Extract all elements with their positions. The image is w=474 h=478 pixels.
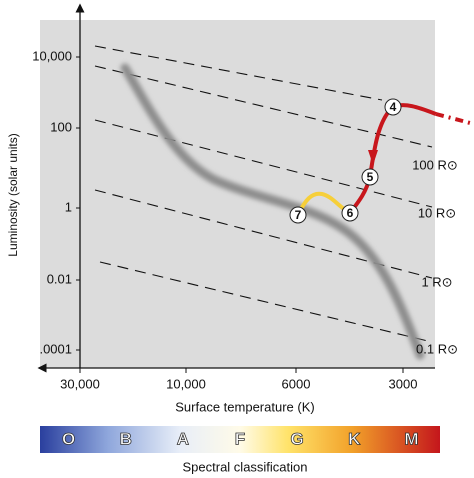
x-tick-label: 10,000 [166, 376, 206, 391]
track-extension [435, 112, 474, 126]
spectral-class: M [404, 429, 418, 448]
y-tick-label: 0.01 [47, 271, 72, 286]
stage-marker [289, 206, 307, 224]
stage-marker [341, 204, 359, 222]
stage-label: 6 [347, 206, 354, 220]
main-sequence [120, 63, 425, 360]
track-red [348, 103, 437, 215]
x-tick-label: 30,000 [60, 376, 100, 391]
x-tick-label: 6000 [282, 376, 311, 391]
y-tick-label: 100 [50, 119, 72, 134]
spectral-class: A [177, 429, 189, 448]
stage-label: 4 [390, 100, 397, 114]
spectral-class: B [120, 429, 132, 448]
radius-label: 100 R⊙ [412, 157, 458, 172]
spectral-class: G [291, 429, 304, 448]
y-tick-label: 1 [65, 199, 72, 214]
radius-label: 0.1 R⊙ [416, 341, 458, 356]
radius-label: 10 R⊙ [418, 205, 456, 220]
spectral-class: K [348, 429, 361, 448]
stage-label: 5 [367, 170, 374, 184]
spectral-class: F [235, 429, 245, 448]
stage-marker [384, 98, 402, 116]
plot-area [40, 20, 435, 368]
stage-label: 7 [295, 208, 302, 222]
stage-marker [361, 168, 379, 186]
radius-label: 1 R⊙ [421, 274, 452, 289]
y-tick-label: 10,000 [32, 48, 72, 63]
x-tick-label: 3000 [389, 376, 418, 391]
y-tick-label: .0001 [39, 341, 72, 356]
labels: 10,000 100 1 0.01 .0001 30,000 10,000 6000 3000 1… [32, 48, 458, 448]
x-axis-label: Surface temperature (K) [175, 399, 314, 414]
y-axis-label: Luminosity (solar units) [6, 133, 20, 256]
spectral-bar [40, 426, 440, 453]
track-arrow [368, 150, 378, 165]
track-yellow [296, 191, 351, 216]
spectral-label: Spectral classification [183, 459, 308, 474]
spectral-class: O [62, 429, 75, 448]
